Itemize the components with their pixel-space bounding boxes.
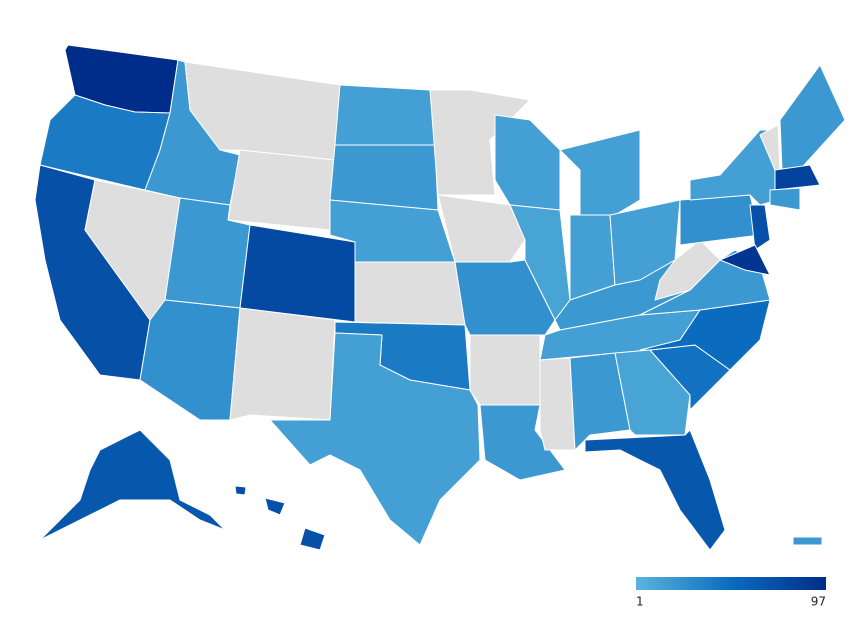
region	[299, 527, 326, 551]
region	[334, 84, 436, 146]
region	[329, 144, 439, 211]
region	[539, 357, 576, 451]
region	[354, 261, 466, 326]
legend-max-label: 97	[811, 595, 826, 609]
region	[227, 149, 336, 231]
region	[774, 164, 821, 191]
region	[769, 187, 801, 211]
region	[792, 536, 823, 546]
region	[264, 497, 286, 516]
region	[234, 485, 247, 496]
region	[639, 299, 771, 371]
region	[239, 224, 356, 323]
region	[679, 194, 761, 246]
region	[269, 332, 481, 546]
legend-bar	[636, 577, 826, 590]
region	[749, 204, 771, 251]
region	[229, 307, 336, 421]
legend-min-label: 1	[636, 595, 644, 609]
region	[719, 244, 771, 276]
region	[139, 299, 241, 421]
region	[584, 429, 726, 551]
region	[779, 64, 846, 176]
region	[437, 194, 526, 263]
region	[569, 352, 631, 451]
region	[39, 429, 226, 541]
region	[469, 334, 541, 406]
regions	[34, 44, 846, 551]
region	[454, 259, 556, 336]
region	[494, 114, 561, 211]
region	[559, 129, 641, 216]
